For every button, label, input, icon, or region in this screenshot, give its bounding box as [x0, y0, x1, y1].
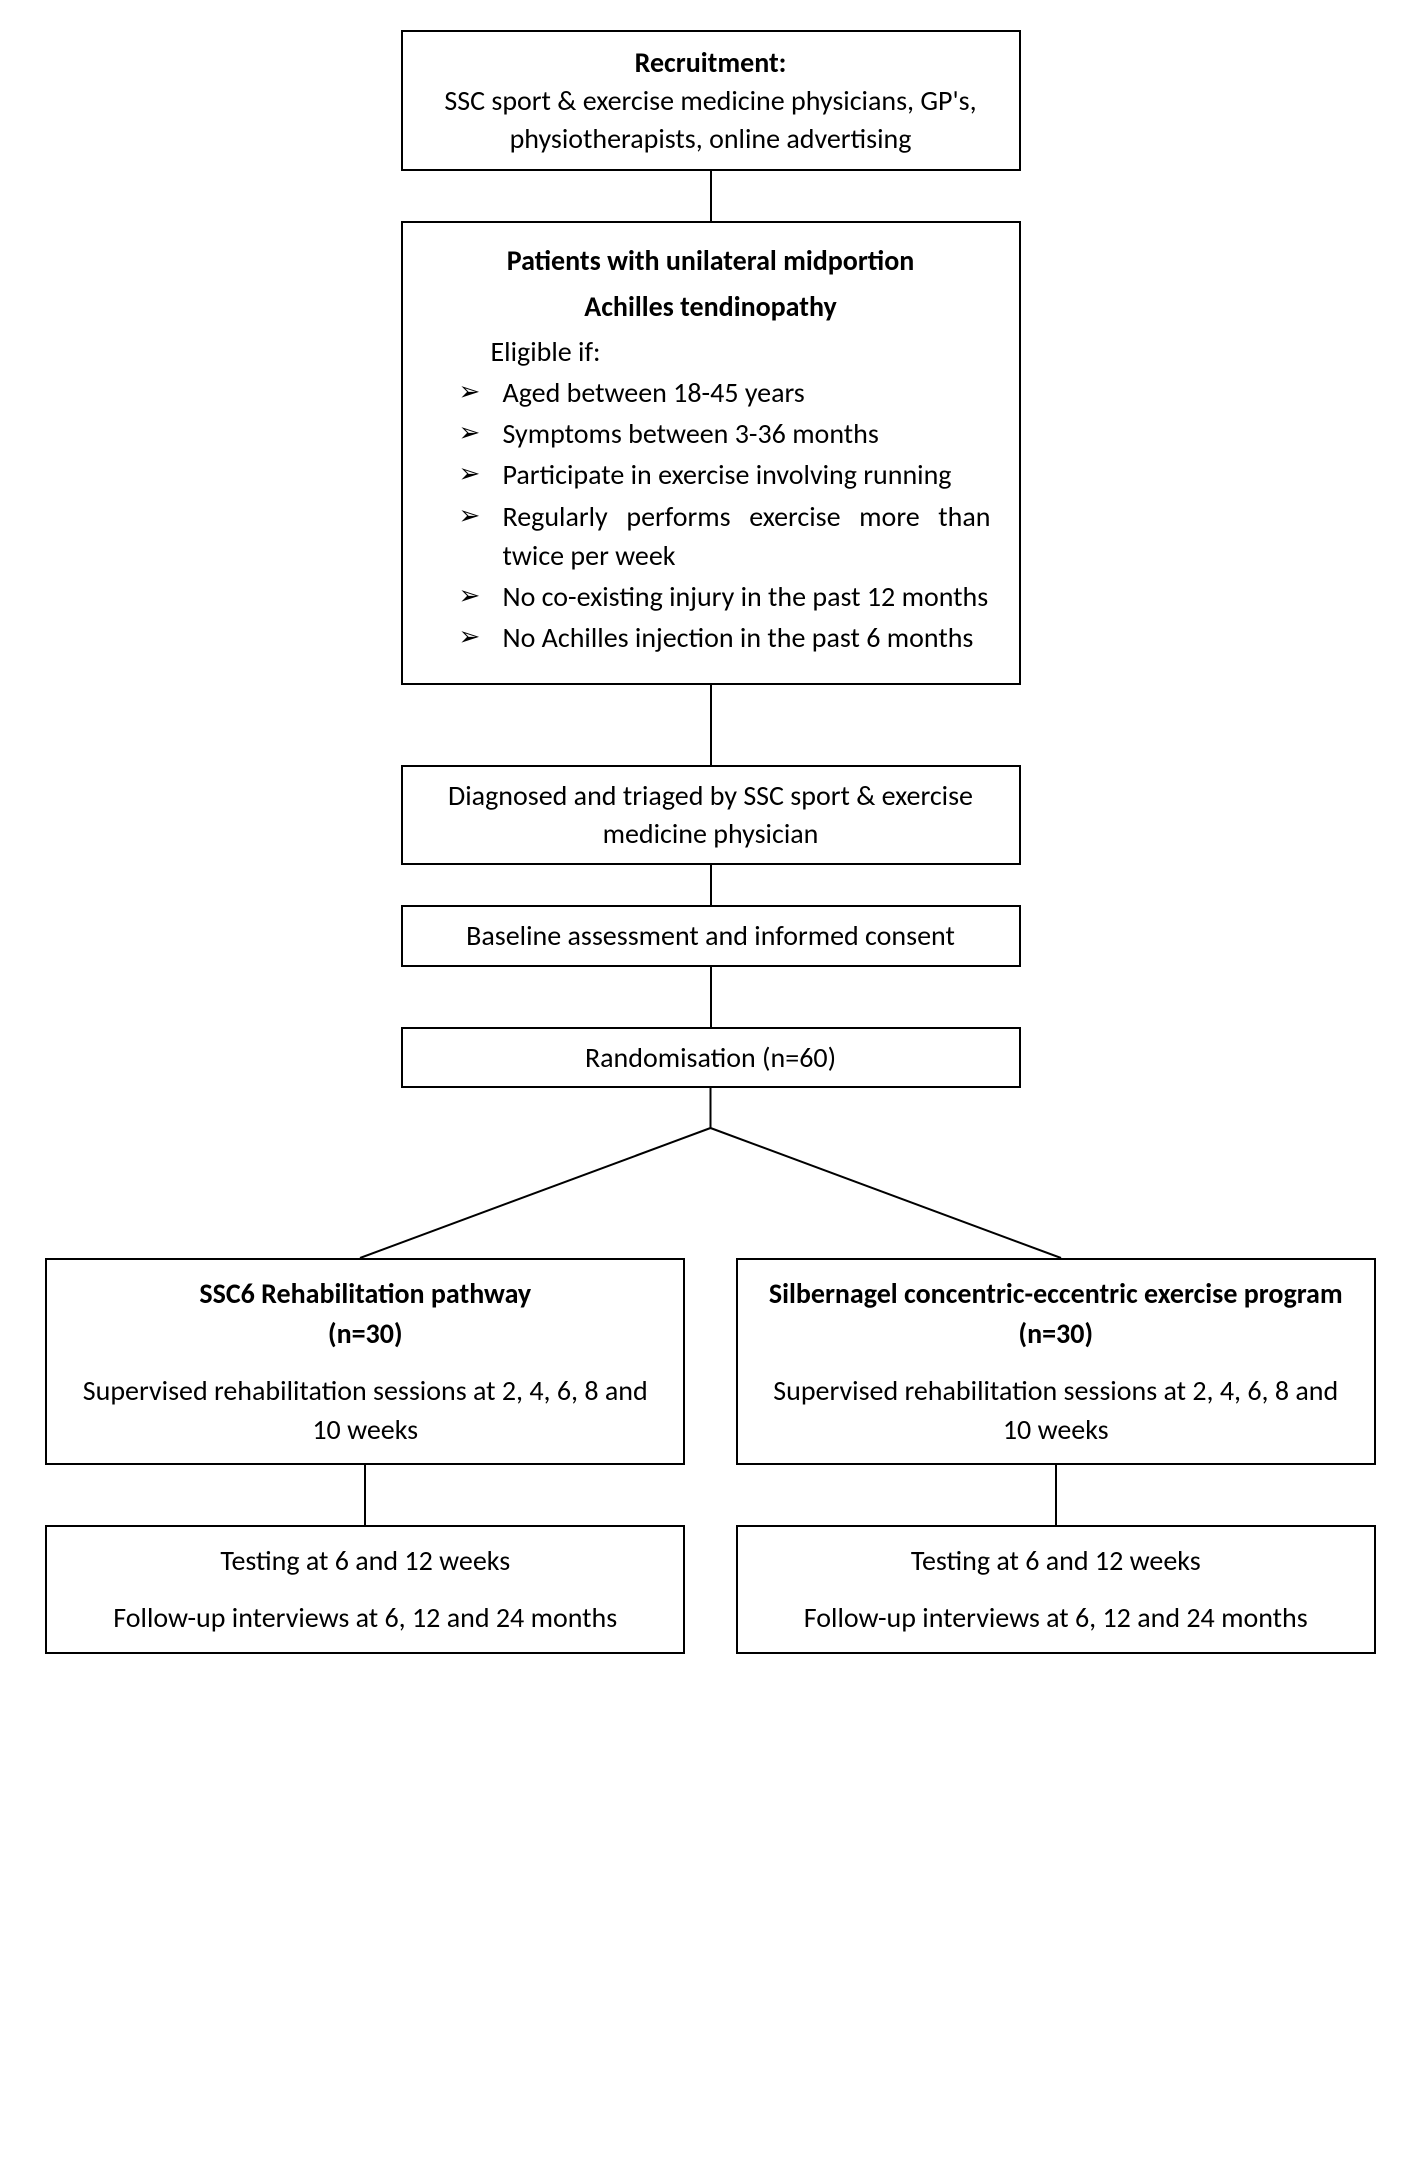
- connector: [710, 865, 712, 905]
- criterion: No Achilles injection in the past 6 mont…: [459, 618, 991, 657]
- left-branch: SSC6 Rehabilitation pathway (n=30) Super…: [40, 1258, 691, 1653]
- patients-subtitle: Achilles tendinopathy: [431, 287, 991, 326]
- diagnosed-text: Diagnosed and triaged by SSC sport & exe…: [448, 778, 973, 851]
- arm-left-body: Supervised rehabilitation sessions at 2,…: [71, 1371, 659, 1449]
- testing-left-line2: Follow-up interviews at 6, 12 and 24 mon…: [71, 1598, 659, 1637]
- patients-title: Patients with unilateral midportion: [431, 241, 991, 280]
- criteria-list: Aged between 18-45 years Symptoms betwee…: [431, 373, 991, 657]
- criterion: Symptoms between 3-36 months: [459, 414, 991, 453]
- arm-left-box: SSC6 Rehabilitation pathway (n=30) Super…: [45, 1258, 685, 1465]
- recruitment-title: Recruitment:: [635, 45, 787, 80]
- connector: [364, 1465, 366, 1525]
- criterion: No co-existing injury in the past 12 mon…: [459, 577, 991, 616]
- arm-right-box: Silbernagel concentric-eccentric exercis…: [736, 1258, 1376, 1465]
- right-branch: Silbernagel concentric-eccentric exercis…: [731, 1258, 1382, 1653]
- eligible-label: Eligible if:: [431, 332, 991, 371]
- testing-right-line1: Testing at 6 and 12 weeks: [762, 1541, 1350, 1580]
- testing-left-line1: Testing at 6 and 12 weeks: [71, 1541, 659, 1580]
- connector: [1055, 1465, 1057, 1525]
- criterion: Participate in exercise involving runnin…: [459, 455, 991, 494]
- arm-left-title1: SSC6 Rehabilitation pathway: [199, 1276, 531, 1311]
- criterion: Regularly performs exercise more than tw…: [459, 497, 991, 575]
- recruitment-body: SSC sport & exercise medicine physicians…: [444, 83, 976, 156]
- patients-box: Patients with unilateral midportion Achi…: [401, 221, 1021, 685]
- branch-row: SSC6 Rehabilitation pathway (n=30) Super…: [40, 1258, 1381, 1653]
- testing-right-line2: Follow-up interviews at 6, 12 and 24 mon…: [762, 1598, 1350, 1637]
- connector: [710, 171, 712, 221]
- randomisation-box: Randomisation (n=60): [401, 1027, 1021, 1089]
- flowchart-container: Recruitment: SSC sport & exercise medici…: [40, 30, 1381, 1654]
- arm-right-body: Supervised rehabilitation sessions at 2,…: [762, 1371, 1350, 1449]
- baseline-text: Baseline assessment and informed consent: [466, 918, 955, 953]
- criterion: Aged between 18-45 years: [459, 373, 991, 412]
- split-connector: [40, 1088, 1381, 1258]
- connector: [710, 685, 712, 765]
- randomisation-text: Randomisation (n=60): [585, 1040, 836, 1075]
- arm-left-title2: (n=30): [328, 1316, 403, 1351]
- connector: [710, 967, 712, 1027]
- recruitment-box: Recruitment: SSC sport & exercise medici…: [401, 30, 1021, 171]
- diagnosed-box: Diagnosed and triaged by SSC sport & exe…: [401, 765, 1021, 865]
- arm-right-title1: Silbernagel concentric-eccentric exercis…: [769, 1276, 1343, 1311]
- baseline-box: Baseline assessment and informed consent: [401, 905, 1021, 967]
- testing-right-box: Testing at 6 and 12 weeks Follow-up inte…: [736, 1525, 1376, 1653]
- arm-right-title2: (n=30): [1018, 1316, 1093, 1351]
- testing-left-box: Testing at 6 and 12 weeks Follow-up inte…: [45, 1525, 685, 1653]
